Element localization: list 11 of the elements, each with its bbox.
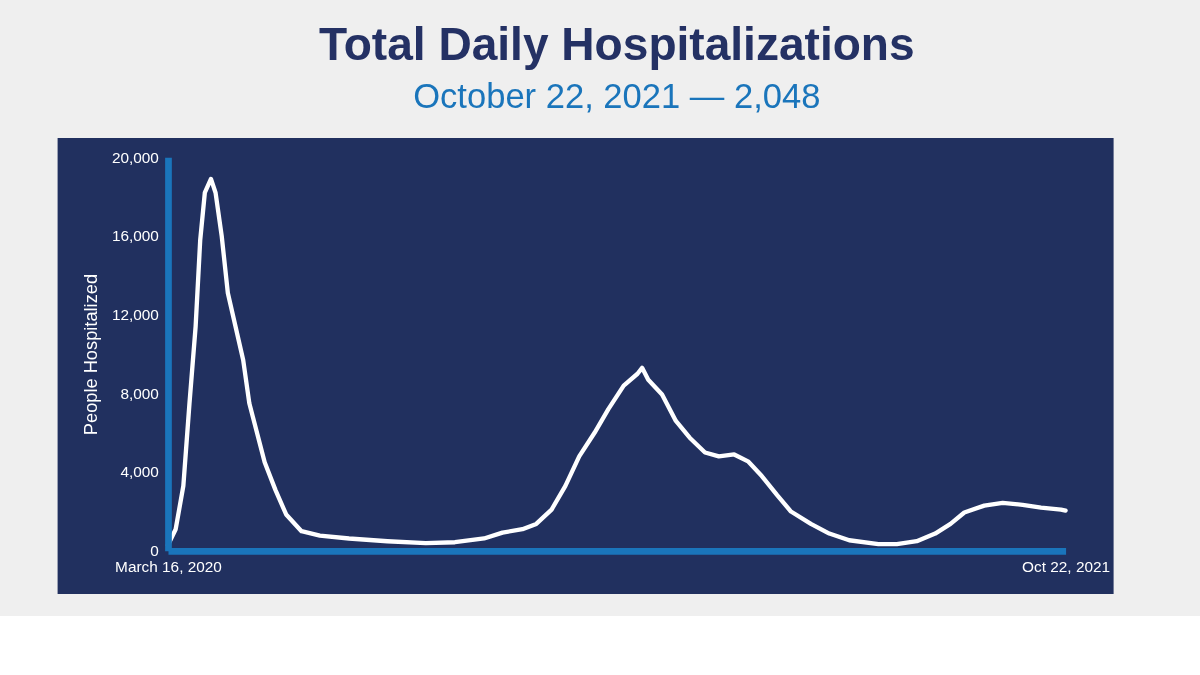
chart-title: Total Daily Hospitalizations xyxy=(318,18,915,71)
y-tick-label: 4,000 xyxy=(120,463,159,481)
y-tick-label: 8,000 xyxy=(120,384,159,402)
chart-subtitle: October 22, 2021 — 2,048 xyxy=(413,77,821,116)
x-tick-label: Oct 22, 2021 xyxy=(1022,557,1111,575)
x-tick-label: March 16, 2020 xyxy=(115,557,222,575)
y-tick-label: 20,000 xyxy=(111,148,159,166)
y-tick-label: 12,000 xyxy=(111,306,159,323)
y-tick-label: 0 xyxy=(150,542,159,560)
y-axis-title: People Hospitalized xyxy=(79,273,101,436)
y-tick-label: 16,000 xyxy=(111,227,159,245)
